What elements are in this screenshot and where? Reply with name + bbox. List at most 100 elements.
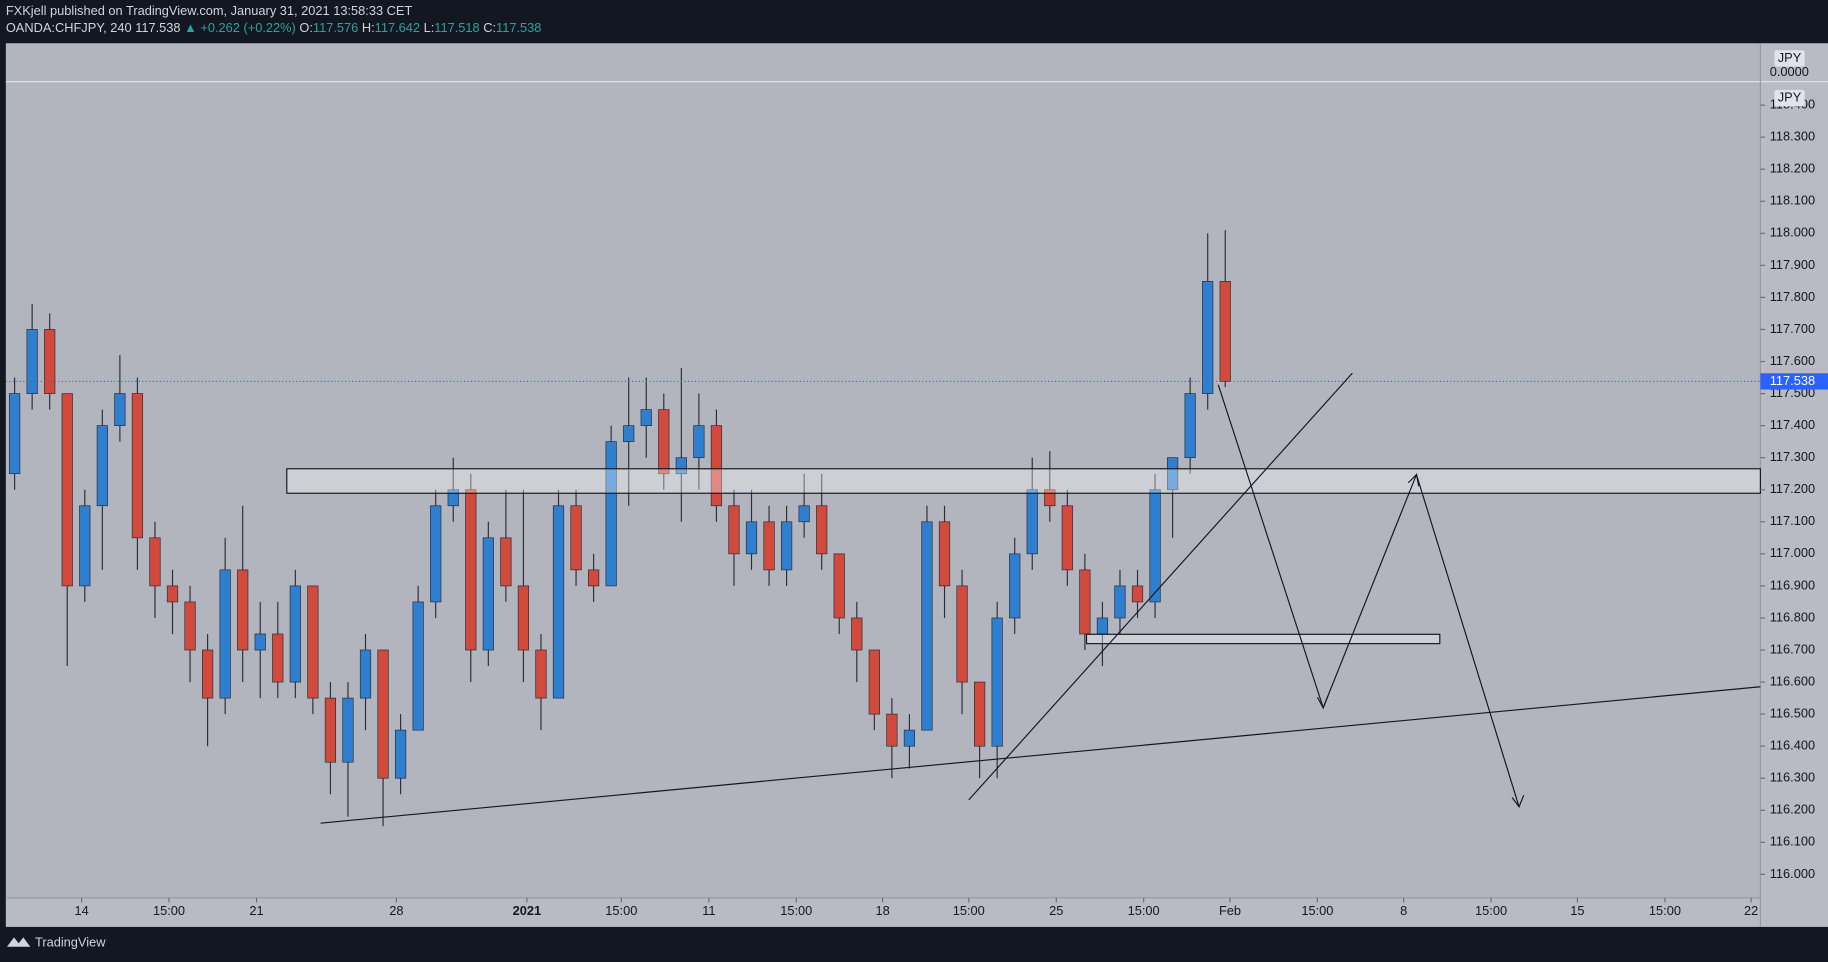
y-tick-label: 117.400: [1770, 417, 1815, 432]
candle-body: [166, 585, 179, 603]
price: 117.538: [135, 21, 180, 36]
x-tick-label: 25: [1049, 903, 1063, 918]
candle-body: [289, 585, 301, 683]
candle-body: [851, 617, 863, 651]
candle-body: [359, 649, 372, 699]
candle-body: [816, 505, 828, 555]
candle-body: [710, 425, 723, 507]
candle-body: [1166, 457, 1179, 491]
y-tick-label: 116.300: [1770, 770, 1815, 785]
symbol: OANDA:CHFJPY, 240: [6, 21, 132, 36]
candle-body: [1184, 393, 1196, 459]
candle-body: [973, 681, 986, 747]
o-value: 117.576: [313, 21, 358, 36]
candle-body: [938, 521, 951, 587]
last-price-box: [1760, 373, 1828, 390]
y-tick-label: 117.700: [1770, 321, 1815, 336]
support-zone: [1085, 633, 1441, 645]
x-tick-label: 15: [1570, 903, 1584, 918]
y-tick-label: 118.000: [1770, 225, 1815, 240]
candle-body: [570, 505, 582, 571]
y-tick-label: 116.900: [1770, 577, 1815, 592]
y-tick-label: 118.200: [1770, 161, 1815, 176]
candle-body: [868, 649, 880, 715]
y-tick-label: 116.000: [1770, 866, 1815, 881]
h-value: 117.642: [375, 21, 420, 36]
y-tick-label: 117.200: [1770, 481, 1815, 496]
candle-body: [1096, 617, 1109, 635]
candle-body: [623, 425, 635, 443]
candle-body: [131, 393, 144, 539]
candle-body: [587, 569, 600, 587]
currency-badge: [1774, 50, 1805, 67]
x-tick-label: 15:00: [605, 903, 637, 918]
x-tick-label: 11: [702, 903, 715, 918]
candle-body: [991, 617, 1003, 747]
x-tick-label: 18: [875, 903, 889, 918]
candle-body: [675, 457, 687, 475]
candle-body: [44, 329, 56, 394]
candle-body: [517, 585, 530, 651]
y-tick-label: 116.600: [1770, 673, 1815, 688]
header-quote: OANDA:CHFJPY, 240 117.538 ▲ +0.262 (+0.2…: [6, 21, 542, 36]
x-tick-label: 8: [1400, 903, 1407, 918]
y-tick-label: 117.800: [1770, 289, 1815, 304]
candle-body: [658, 409, 670, 475]
x-tick-label: 28: [389, 903, 403, 918]
y-tick-label: 116.400: [1770, 738, 1815, 753]
candle-body: [201, 649, 214, 699]
logo: [6, 937, 31, 947]
candle-body: [324, 697, 337, 763]
drawings: [286, 372, 1761, 824]
currency-badge: [1774, 89, 1805, 107]
x-tick-label: 15:00: [1301, 903, 1333, 918]
x-tick-label: 15:00: [953, 903, 985, 918]
marks: [5, 230, 1761, 827]
candle-body: [693, 425, 705, 459]
x-tick-label: 15:00: [780, 903, 812, 918]
currency: JPY: [1778, 89, 1802, 104]
x-tick-label: 15:00: [1128, 903, 1160, 918]
y-tick-label: 117.600: [1770, 353, 1815, 368]
candle-body: [1202, 281, 1214, 394]
y-tick-label: 116.200: [1770, 802, 1815, 817]
candle-body: [1044, 489, 1056, 507]
change: ▲ +0.262 (+0.22%): [184, 21, 296, 36]
candle-body: [500, 537, 512, 587]
candle-body: [1114, 585, 1126, 619]
candle-body: [535, 649, 547, 699]
candle-body: [798, 505, 810, 523]
x-tick-label: 15:00: [1475, 903, 1507, 918]
candle-body: [482, 537, 494, 651]
candle-body: [61, 393, 73, 587]
c-label: C:: [483, 21, 496, 36]
candle-body: [728, 505, 740, 555]
candle-body: [342, 697, 354, 763]
candle-body: [219, 569, 231, 699]
o-label: O:: [299, 21, 313, 36]
h-label: H:: [362, 21, 375, 36]
candle-body: [26, 329, 38, 394]
projection-path: [1217, 384, 1520, 808]
y-tick-label: 116.700: [1770, 641, 1815, 656]
candle-body: [921, 521, 933, 731]
resistance-zone: [286, 468, 1761, 494]
y-tick-label: 117.100: [1770, 513, 1815, 528]
header-title: FXKjell published on TradingView.com, Ja…: [6, 3, 413, 18]
candle-body: [886, 713, 898, 747]
y-tick-label: 118.100: [1770, 193, 1815, 208]
y-tick-label: 117.300: [1770, 449, 1815, 464]
l-value: 117.518: [434, 21, 479, 36]
x-tick-label: 2021: [513, 903, 542, 918]
candle-body: [780, 521, 793, 571]
plot-area: [5, 43, 1761, 898]
currency: JPY: [1778, 50, 1802, 65]
x-tick-label: 15:00: [1649, 903, 1681, 918]
candle-body: [96, 425, 108, 507]
pane-value: 0.0000: [1770, 64, 1809, 79]
x-tick-label: Feb: [1219, 903, 1241, 918]
candle-body: [272, 633, 284, 683]
candle-body: [1219, 281, 1231, 382]
